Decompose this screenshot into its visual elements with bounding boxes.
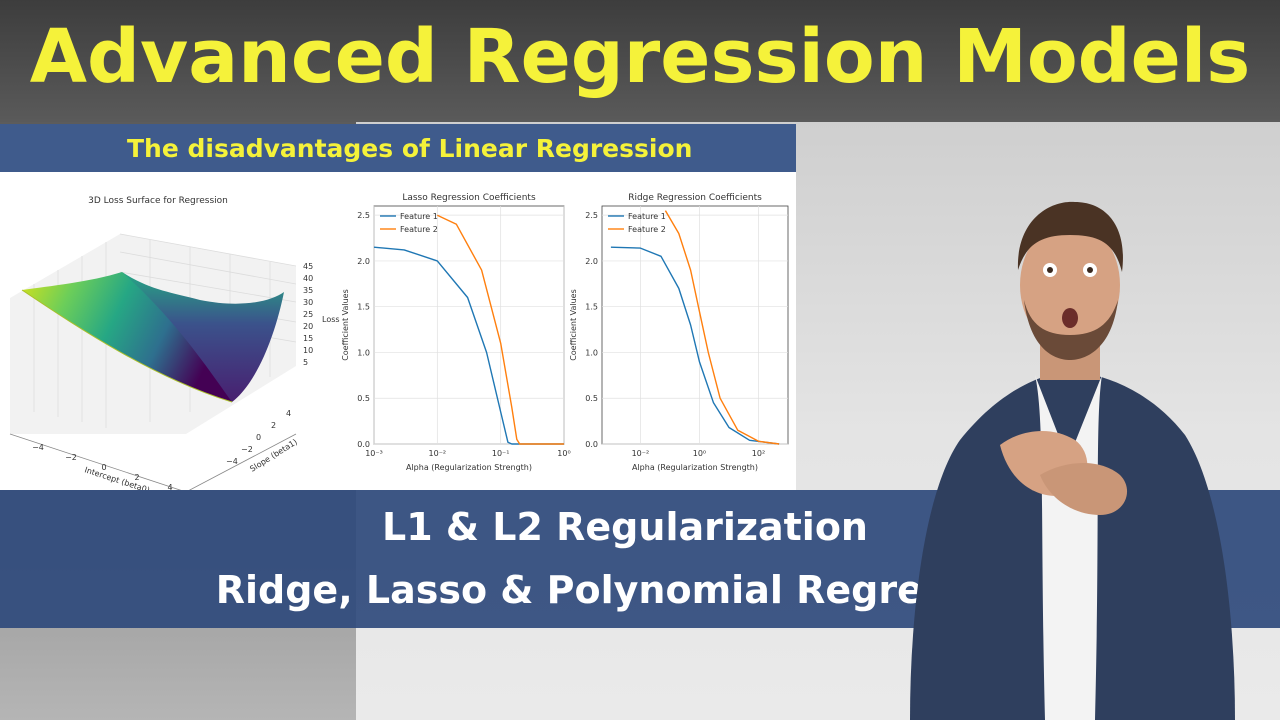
- surface-y-tick: −2: [241, 445, 253, 454]
- lasso-y-tick: 2.0: [357, 257, 370, 266]
- lasso-legend-label: Feature 2: [400, 225, 438, 234]
- surface-x-tick: −2: [65, 453, 77, 462]
- surface-z-tick: 25: [303, 310, 313, 319]
- surface-x-axis: [9, 433, 182, 490]
- lasso-plot-area: [373, 205, 565, 445]
- ridge-y-tick: 1.0: [585, 348, 598, 357]
- lasso-title: Lasso Regression Coefficients: [402, 193, 536, 203]
- lasso-y-tick: 1.0: [357, 348, 370, 357]
- lasso-chart: Lasso Regression Coefficients 0.0 0.5 1.0 1.…: [341, 193, 571, 472]
- lasso-x-tick: 10⁻¹: [492, 449, 510, 458]
- surface-x-tick: 0: [101, 463, 106, 472]
- ridge-y-tick: 0.0: [585, 440, 598, 449]
- ridge-y-tick: 1.5: [585, 303, 598, 312]
- ridge-plot-area: [601, 205, 789, 445]
- surface-z-tick: 5: [303, 358, 308, 367]
- panel-heading-bar: The disadvantages of Linear Regression: [0, 124, 796, 172]
- hair: [1017, 201, 1123, 272]
- lasso-y-tick: 1.5: [357, 303, 370, 312]
- open-mouth: [1062, 308, 1078, 328]
- surface-y-axis: [188, 433, 297, 490]
- ridge-x-label: Alpha (Regularization Strength): [632, 463, 758, 472]
- lasso-y-tick: 0.0: [357, 440, 370, 449]
- ridge-y-tick: 2.5: [585, 211, 598, 220]
- surface-y-tick: 2: [271, 421, 276, 430]
- panel-heading: The disadvantages of Linear Regression: [127, 134, 693, 163]
- ridge-legend-label: Feature 2: [628, 225, 666, 234]
- ridge-chart: Ridge Regression Coefficients 0.0 0.5 1.0 1.…: [569, 193, 789, 472]
- ridge-y-label: Coefficient Values: [569, 289, 578, 361]
- surface-x-tick: 4: [167, 483, 172, 490]
- lasso-series-2: [436, 214, 564, 445]
- lasso-legend-label: Feature 1: [400, 212, 438, 221]
- ridge-x-tick: 10⁰: [693, 449, 706, 458]
- charts-figure: 3D Loss Surface for Regression: [9, 193, 789, 490]
- surface-right-face: [122, 272, 284, 402]
- surface-chart: 3D Loss Surface for Regression: [9, 196, 340, 490]
- ridge-series-2: [664, 210, 780, 445]
- ridge-title: Ridge Regression Coefficients: [628, 193, 762, 203]
- ridge-x-tick: 10²: [752, 449, 765, 458]
- surface-x-tick: 2: [134, 473, 139, 482]
- ridge-legend-label: Feature 1: [628, 212, 666, 221]
- lasso-y-label: Coefficient Values: [341, 289, 350, 361]
- surface-z-tick: 20: [303, 322, 313, 331]
- surface-title: 3D Loss Surface for Regression: [88, 196, 228, 206]
- surface-y-tick: 0: [256, 433, 261, 442]
- lasso-y-tick: 2.5: [357, 211, 370, 220]
- lasso-x-tick: 10⁻³: [365, 449, 383, 458]
- ridge-y-tick: 2.0: [585, 257, 598, 266]
- right-hand: [1040, 462, 1128, 515]
- ridge-y-tick: 0.5: [585, 394, 598, 403]
- surface-y-tick: 4: [286, 409, 291, 418]
- surface-z-tick: 45: [303, 262, 313, 271]
- surface-z-label: Loss: [322, 315, 340, 324]
- beard: [1024, 300, 1118, 360]
- title-band: [0, 0, 1280, 122]
- surface-front-edge: [21, 289, 233, 403]
- surface-left-face: [22, 272, 232, 402]
- surface-x-tick: −4: [32, 443, 44, 452]
- subtitle-line-1: L1 & L2 Regularization: [382, 505, 868, 549]
- lasso-x-label: Alpha (Regularization Strength): [406, 463, 532, 472]
- surface-z-tick: 15: [303, 334, 313, 343]
- subtitle-line-2: Ridge, Lasso & Polynomial Regression: [215, 568, 1035, 612]
- charts-panel: The disadvantages of Linear Regression 3…: [0, 124, 796, 490]
- lasso-x-tick: 10⁻²: [429, 449, 447, 458]
- lasso-y-tick: 0.5: [357, 394, 370, 403]
- main-title: Advanced Regression Models: [29, 14, 1251, 100]
- surprised-man-photo: [910, 201, 1235, 720]
- surface-y-tick: −4: [226, 457, 238, 466]
- face: [1020, 221, 1120, 349]
- surface-z-tick: 30: [303, 298, 313, 307]
- surface-z-tick: 35: [303, 286, 313, 295]
- ridge-x-tick: 10⁻²: [632, 449, 650, 458]
- lasso-series-1: [373, 246, 564, 445]
- ridge-series-1: [610, 246, 780, 445]
- lasso-x-tick: 10⁰: [557, 449, 570, 458]
- surface-z-tick: 40: [303, 274, 313, 283]
- surface-z-tick: 10: [303, 346, 313, 355]
